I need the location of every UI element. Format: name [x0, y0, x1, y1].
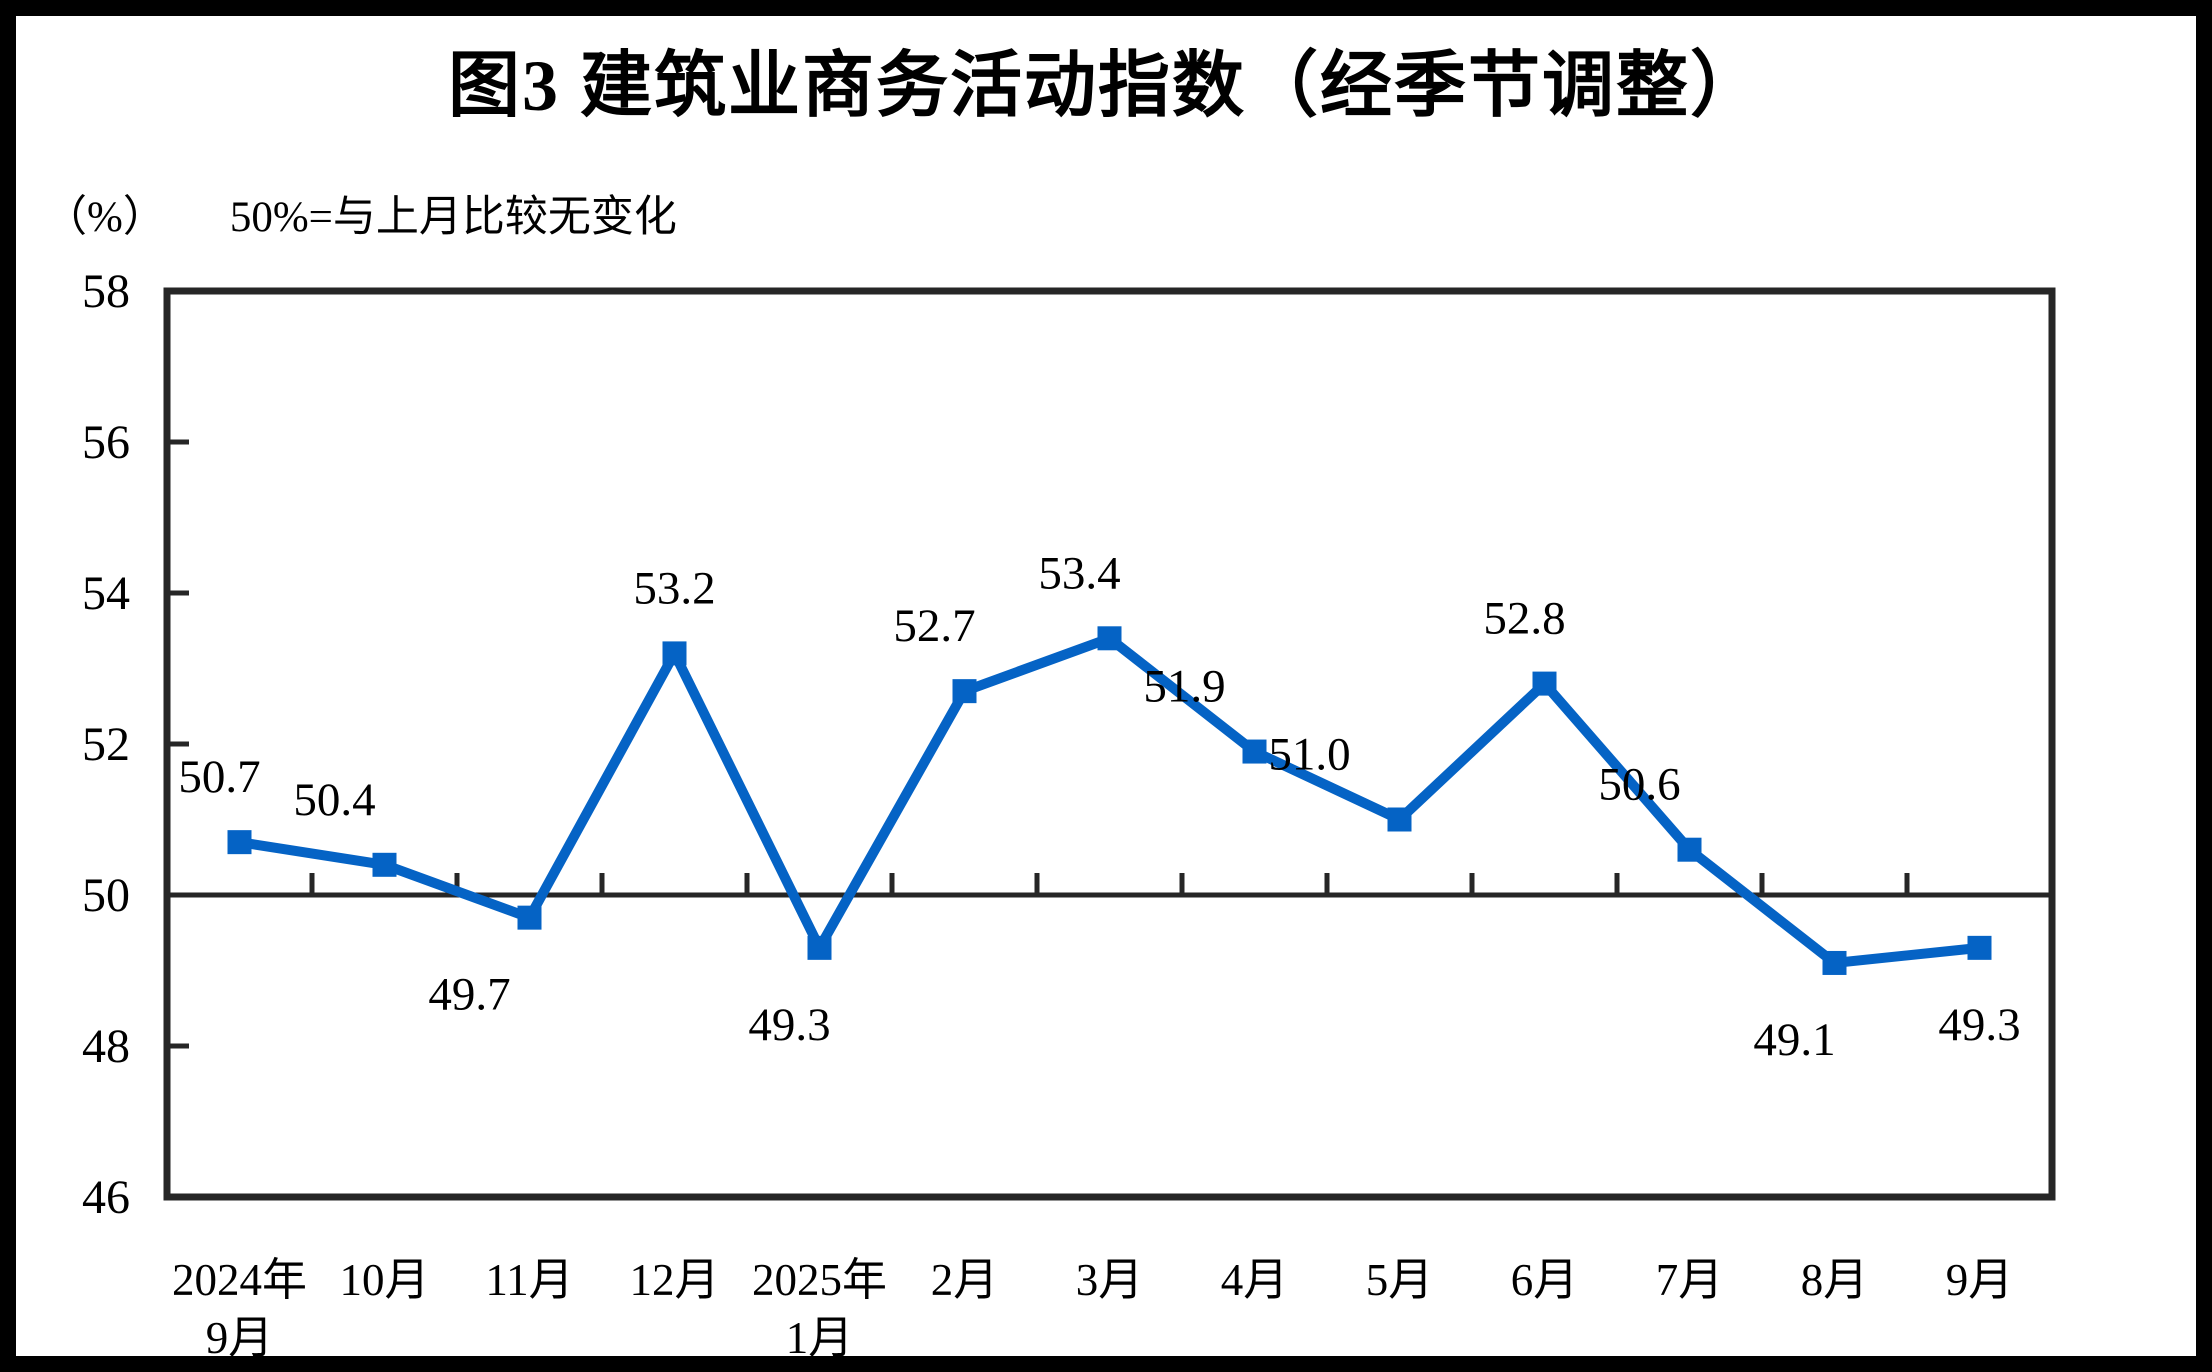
y-axis-tick-label: 58: [82, 265, 130, 318]
data-point-label: 50.6: [1598, 759, 1680, 811]
data-point-marker: [1677, 837, 1702, 862]
data-point-marker: [662, 641, 687, 666]
chart-title: 图3 建筑业商务活动指数（经季节调整）: [447, 46, 1764, 126]
x-category-label: 6月: [1511, 1255, 1579, 1305]
data-point-marker: [517, 905, 542, 930]
data-point-label: 51.0: [1268, 729, 1350, 781]
data-point-label: 51.9: [1143, 661, 1225, 713]
data-point-marker: [1097, 626, 1122, 651]
x-category-label: 5月: [1366, 1255, 1434, 1305]
y-axis-tick-label: 52: [82, 718, 130, 771]
data-point-label: 52.7: [893, 600, 975, 652]
x-category-label: 2025年 1月: [752, 1255, 887, 1363]
data-point-marker: [1822, 950, 1847, 975]
data-point-label: 52.8: [1483, 593, 1565, 645]
y-axis-tick-label: 56: [82, 416, 130, 469]
axis-unit-note: （%） 50%=与上月比较无变化: [44, 182, 677, 244]
y-axis-tick-label: 46: [82, 1171, 130, 1224]
reference-note-label: 50%=与上月比较无变化: [229, 194, 677, 241]
x-category-label: 11月: [485, 1255, 573, 1305]
plot-border: [163, 287, 2056, 1201]
data-point-marker: [1532, 671, 1557, 696]
y-axis-tick-label: 54: [82, 567, 130, 620]
data-point-label: 53.2: [633, 562, 715, 614]
data-point-label: 53.4: [1038, 547, 1120, 599]
x-category-label: 8月: [1801, 1255, 1869, 1305]
x-category-label: 7月: [1656, 1255, 1724, 1305]
x-category-label: 10月: [339, 1255, 429, 1305]
x-category-label: 9月: [1946, 1255, 2014, 1305]
series-line: [238, 632, 1981, 969]
data-point-label: 50.4: [293, 774, 375, 826]
x-category-label: 12月: [629, 1255, 719, 1305]
data-point-label: 50.7: [178, 751, 260, 803]
y-axis-tick-label: 48: [82, 1020, 130, 1073]
data-point-label: 49.7: [428, 969, 510, 1021]
data-point-marker: [807, 935, 832, 960]
data-point-marker: [1387, 807, 1412, 832]
data-point-marker: [1242, 739, 1267, 764]
x-category-label: 2024年 9月: [172, 1255, 307, 1363]
x-category-label: 3月: [1076, 1255, 1144, 1305]
data-point-label: 49.3: [1938, 999, 2020, 1051]
x-category-label: 4月: [1221, 1255, 1289, 1305]
y-axis-tick-label: 50: [82, 869, 130, 922]
data-point-label: 49.3: [748, 999, 830, 1051]
data-point-marker: [372, 852, 397, 877]
data-point-marker: [1967, 935, 1992, 960]
x-category-label: 2月: [931, 1255, 999, 1305]
data-point-marker: [227, 830, 252, 855]
y-unit-label: （%）: [44, 194, 166, 241]
data-point-label: 49.1: [1753, 1014, 1835, 1066]
data-point-marker: [952, 679, 977, 704]
